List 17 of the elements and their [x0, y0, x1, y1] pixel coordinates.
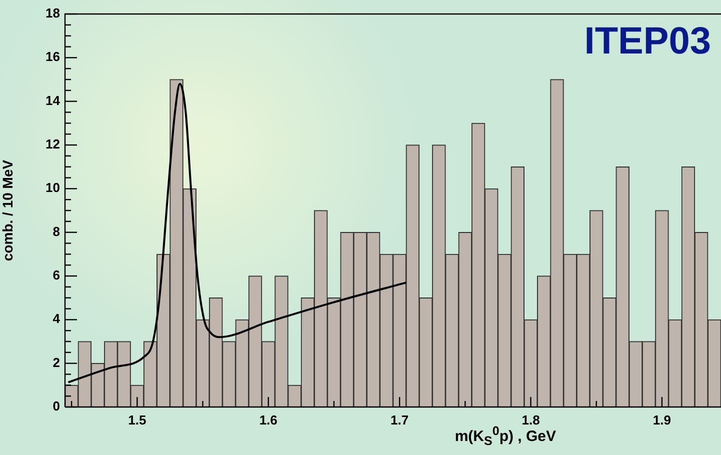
y-tick-label: 6: [52, 268, 60, 283]
line-series: [67, 82, 408, 384]
y-tick-label: 0: [52, 398, 60, 414]
y-tick-label: 10: [46, 180, 60, 196]
x-tick-label: 1.7: [390, 412, 409, 428]
y-tick-label: 12: [46, 136, 60, 152]
y-tick-label: 18: [46, 6, 60, 21]
annotation: ITEP03: [584, 20, 711, 62]
x-tick-label: 1.6: [259, 412, 278, 428]
y-tick-label: 14: [46, 92, 61, 108]
y-tick-label: 4: [52, 311, 61, 326]
y-tick-label: 16: [46, 49, 60, 64]
y-axis-title: comb. / 10 MeV: [0, 159, 16, 262]
x-tick-label: 1.5: [128, 412, 146, 428]
x-tick-label: 1.9: [652, 412, 671, 428]
y-tick-label: 8: [52, 224, 60, 239]
y-tick-label: 2: [52, 354, 60, 370]
